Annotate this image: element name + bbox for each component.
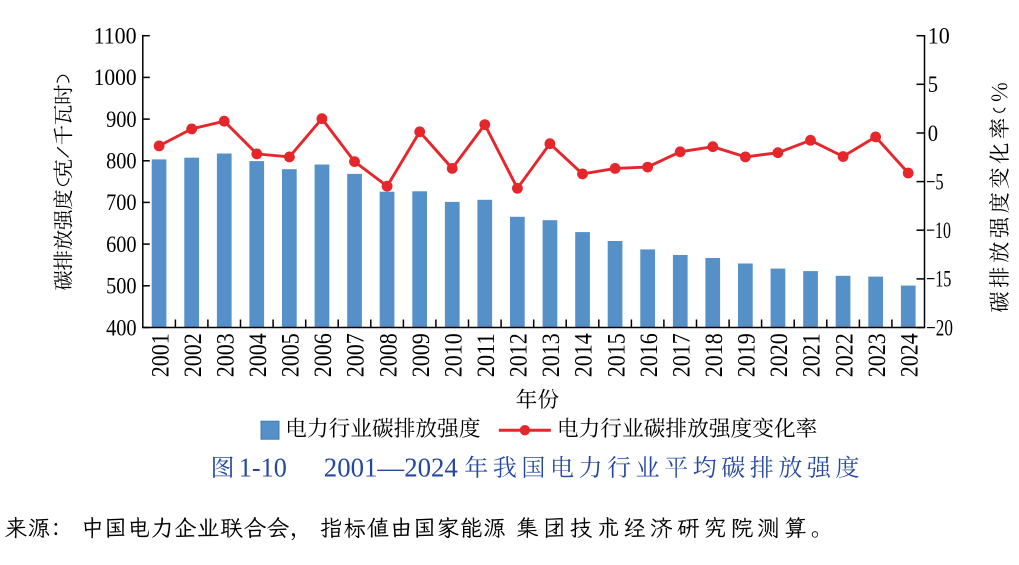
svg-text:−20: −20	[926, 315, 953, 341]
svg-text:0: 0	[928, 121, 938, 147]
svg-text:2012: 2012	[504, 333, 533, 377]
svg-text:1100: 1100	[94, 24, 137, 50]
svg-text:2015: 2015	[601, 333, 630, 377]
svg-text:400: 400	[106, 315, 137, 341]
svg-text:2016: 2016	[634, 333, 663, 377]
svg-text:2021: 2021	[797, 333, 826, 377]
svg-text:2013: 2013	[536, 333, 565, 377]
svg-text:10: 10	[928, 24, 950, 50]
svg-text:2024: 2024	[894, 333, 923, 377]
svg-text:2001: 2001	[145, 333, 174, 377]
svg-text:500: 500	[106, 274, 137, 300]
svg-text:2009: 2009	[406, 333, 435, 377]
svg-text:2014: 2014	[569, 333, 598, 377]
svg-text:2002: 2002	[178, 333, 207, 377]
svg-text:2023: 2023	[862, 333, 891, 377]
svg-text:2020: 2020	[764, 333, 793, 377]
svg-text:2001—2024: 2001—2024	[324, 453, 458, 483]
svg-text:2018: 2018	[699, 333, 728, 377]
svg-text:5: 5	[928, 72, 938, 98]
svg-text:1-10: 1-10	[239, 453, 287, 483]
svg-text:−5: −5	[926, 169, 944, 195]
svg-text:1000: 1000	[94, 65, 137, 91]
svg-text:2011: 2011	[471, 333, 500, 377]
svg-text:2019: 2019	[732, 333, 761, 377]
svg-text:700: 700	[106, 190, 137, 216]
svg-text:2010: 2010	[438, 333, 467, 377]
svg-text:2007: 2007	[341, 333, 370, 377]
svg-text:2004: 2004	[243, 333, 272, 377]
svg-text:2006: 2006	[308, 333, 337, 377]
svg-text:2005: 2005	[276, 333, 305, 377]
svg-text:2008: 2008	[373, 333, 402, 377]
svg-text:−10: −10	[926, 218, 951, 244]
svg-text:2017: 2017	[666, 333, 695, 377]
svg-text:−15: −15	[926, 267, 951, 293]
svg-text:600: 600	[106, 232, 137, 258]
svg-text:2003: 2003	[210, 333, 239, 377]
svg-text:900: 900	[106, 107, 137, 133]
svg-text:2022: 2022	[829, 333, 858, 377]
svg-text:800: 800	[106, 149, 137, 175]
